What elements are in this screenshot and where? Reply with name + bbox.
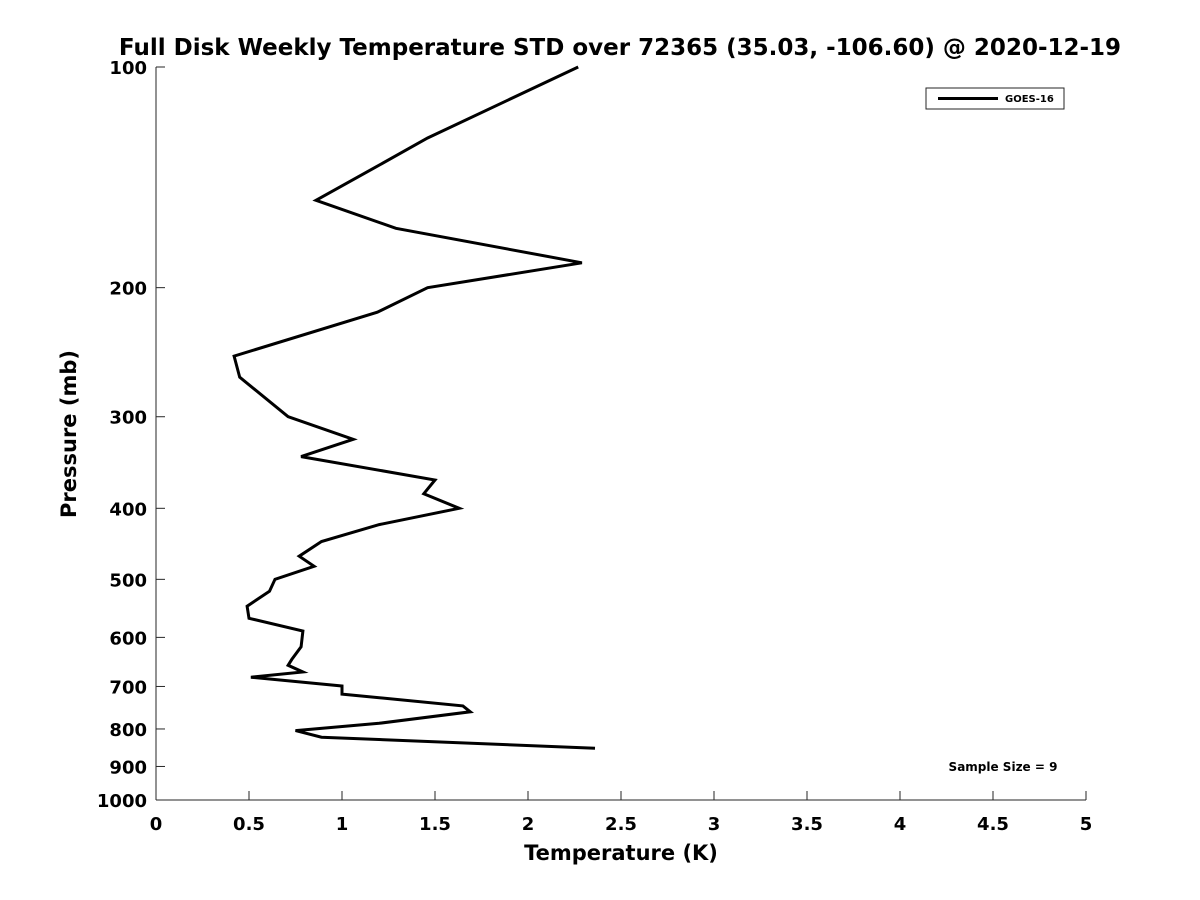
y-axis-ticks: 100 200 300 400 500 600 700 800 900 1000: [97, 58, 165, 812]
y-tick-label: 100: [109, 58, 147, 79]
series-line-goes-16: [232, 65, 596, 750]
y-tick-label: 900: [109, 757, 147, 778]
x-tick-label: 0: [150, 814, 163, 835]
x-tick-label: 3.5: [791, 814, 823, 835]
y-tick-label: 500: [109, 570, 147, 591]
y-tick-label: 200: [109, 279, 147, 300]
y-tick-label: 600: [109, 628, 147, 649]
y-tick-label: 800: [109, 720, 147, 741]
x-tick-label: 4.5: [977, 814, 1009, 835]
x-tick-label: 1.5: [419, 814, 451, 835]
y-tick-label: 300: [109, 408, 147, 429]
y-tick-label: 1000: [97, 791, 147, 812]
y-axis-label: Pressure (mb): [57, 350, 81, 518]
legend-label-goes-16: GOES-16: [1005, 94, 1054, 105]
x-tick-label: 3: [708, 814, 721, 835]
chart-title: Full Disk Weekly Temperature STD over 72…: [119, 35, 1121, 61]
y-tick-label: 700: [109, 677, 147, 698]
x-tick-label: 2.5: [605, 814, 637, 835]
x-tick-label: 4: [894, 814, 907, 835]
y-tick-label: 400: [109, 499, 147, 520]
x-tick-label: 1: [336, 814, 349, 835]
x-axis-label: Temperature (K): [524, 841, 718, 865]
x-axis-ticks: 0 0.5 1 1.5 2 2.5 3 3.5 4 4.5 5: [150, 791, 1093, 835]
x-tick-label: 2: [522, 814, 535, 835]
series-layer: [232, 65, 596, 750]
x-tick-label: 5: [1080, 814, 1093, 835]
legend: GOES-16: [925, 87, 1065, 110]
x-tick-label: 0.5: [233, 814, 265, 835]
sample-size-annotation: Sample Size = 9: [949, 760, 1058, 774]
